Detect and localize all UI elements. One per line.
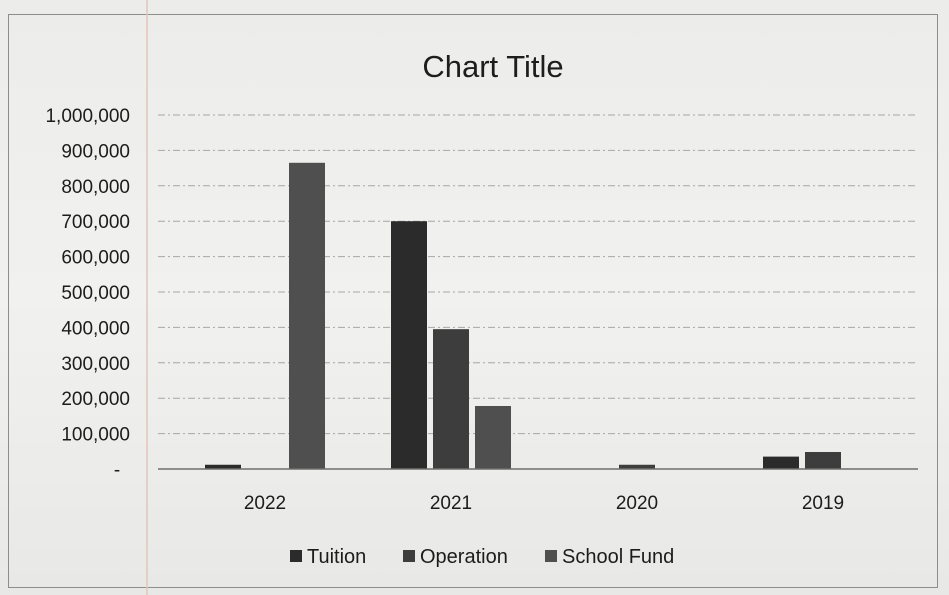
gridlines xyxy=(158,114,918,435)
paper-fold-line xyxy=(146,0,148,595)
legend: Tuition Operation School Fund xyxy=(290,546,674,568)
bar-2021-tuition xyxy=(391,221,427,469)
y-tick-label: 100,000 xyxy=(61,425,130,446)
y-tick-label: 900,000 xyxy=(61,141,130,162)
x-axis-category-labels: 2022 2021 2020 2019 xyxy=(244,493,844,514)
bar-2019-operation xyxy=(805,452,841,469)
y-tick-label: 600,000 xyxy=(61,248,130,269)
legend-swatch xyxy=(545,550,557,562)
bar-2021-operation xyxy=(433,329,469,469)
y-tick-label: 800,000 xyxy=(61,177,130,198)
bar-2021-school-fund xyxy=(475,405,511,469)
legend-label: Operation xyxy=(420,546,508,568)
y-tick-label: 500,000 xyxy=(61,283,130,304)
legend-swatch xyxy=(403,550,415,562)
bar-2019-tuition xyxy=(763,456,799,469)
x-category-label: 2020 xyxy=(616,493,658,514)
legend-swatch xyxy=(290,550,302,562)
y-tick-label: 200,000 xyxy=(61,389,130,410)
x-category-label: 2021 xyxy=(430,493,472,514)
bar-2022-tuition xyxy=(205,464,241,469)
legend-label: School Fund xyxy=(562,546,674,568)
x-category-label: 2019 xyxy=(802,493,844,514)
legend-label: Tuition xyxy=(307,546,366,568)
y-tick-label: 700,000 xyxy=(61,212,130,233)
chart-title: Chart Title xyxy=(422,49,563,84)
bar-2020-operation xyxy=(619,464,655,469)
x-category-label: 2022 xyxy=(244,493,286,514)
y-tick-label: - xyxy=(114,460,120,481)
y-tick-label: 400,000 xyxy=(61,318,130,339)
bar-2022-school-fund xyxy=(289,162,325,470)
y-tick-label: 1,000,000 xyxy=(45,106,130,127)
bars xyxy=(205,162,841,470)
y-axis-tick-labels: - 100,000 200,000 300,000 400,000 500,000 600,… xyxy=(45,106,130,481)
y-tick-label: 300,000 xyxy=(61,354,130,375)
chart-frame xyxy=(8,14,938,588)
